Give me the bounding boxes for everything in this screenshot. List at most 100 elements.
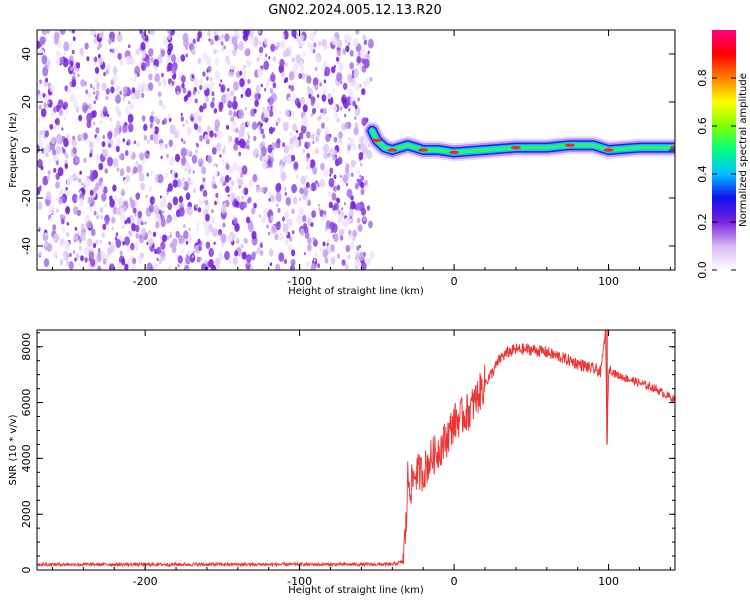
- noise-blob: [285, 62, 288, 67]
- noise-blob: [226, 87, 230, 92]
- noise-blob: [197, 158, 204, 168]
- noise-blob: [192, 38, 196, 44]
- noise-blob: [65, 187, 68, 191]
- noise-blob: [210, 216, 215, 224]
- noise-blob: [283, 186, 287, 192]
- noise-blob: [291, 154, 296, 162]
- colorbar-tick-label: 0.2: [696, 213, 709, 231]
- noise-blob: [214, 70, 221, 81]
- noise-blob: [349, 62, 355, 70]
- noise-blob: [99, 239, 103, 244]
- noise-blob: [137, 83, 140, 88]
- noise-blob: [259, 244, 263, 248]
- noise-blob: [269, 88, 274, 94]
- noise-blob: [281, 157, 285, 162]
- noise-blob: [96, 134, 101, 142]
- noise-blob: [185, 240, 189, 245]
- noise-blob: [95, 239, 99, 245]
- noise-blob: [104, 168, 108, 174]
- noise-blob: [314, 66, 318, 72]
- noise-blob: [260, 128, 264, 135]
- noise-blob: [75, 176, 79, 182]
- noise-blob: [323, 210, 327, 216]
- noise-blob: [251, 121, 258, 131]
- noise-blob: [79, 47, 84, 55]
- noise-blob: [116, 137, 121, 145]
- noise-blob: [62, 148, 66, 154]
- noise-blob: [88, 251, 95, 260]
- noise-blob: [178, 195, 184, 203]
- noise-blob: [130, 77, 133, 81]
- x-tick-label: -200: [133, 275, 158, 288]
- noise-blob: [37, 201, 43, 211]
- noise-blob: [331, 192, 337, 201]
- noise-blob: [298, 73, 303, 80]
- noise-blob: [355, 30, 360, 35]
- noise-blob: [150, 170, 153, 175]
- noise-blob: [97, 265, 102, 270]
- noise-blob: [112, 206, 118, 215]
- noise-blob: [338, 149, 342, 155]
- noise-blob: [47, 215, 51, 220]
- noise-blob: [171, 65, 177, 74]
- noise-blob: [101, 141, 106, 148]
- noise-blob: [232, 100, 236, 106]
- noise-blob: [353, 68, 360, 78]
- noise-blob: [53, 32, 60, 42]
- noise-blob: [191, 74, 195, 79]
- noise-blob: [248, 179, 254, 188]
- noise-blob: [214, 257, 221, 267]
- noise-blob: [166, 153, 169, 159]
- noise-blob: [368, 220, 373, 229]
- signal-peak: [565, 143, 575, 147]
- noise-blob: [161, 103, 166, 110]
- noise-blob: [93, 100, 96, 105]
- noise-blob: [75, 253, 80, 260]
- noise-blob: [346, 182, 349, 187]
- noise-blob: [209, 85, 213, 91]
- noise-blob: [155, 221, 160, 229]
- noise-blob: [123, 178, 128, 185]
- noise-blob: [112, 66, 118, 74]
- noise-blob: [156, 257, 159, 261]
- noise-blob: [63, 255, 66, 259]
- noise-blob: [188, 151, 193, 157]
- noise-blob: [143, 123, 148, 131]
- noise-blob: [307, 244, 312, 252]
- noise-blob: [310, 134, 315, 141]
- noise-blob: [87, 220, 93, 229]
- noise-blob: [323, 169, 329, 178]
- noise-blob: [183, 140, 186, 145]
- noise-blob: [336, 39, 343, 49]
- noise-blob: [75, 158, 79, 163]
- noise-blob: [129, 150, 133, 157]
- noise-blob: [298, 206, 304, 216]
- noise-blob: [279, 58, 285, 68]
- noise-blob: [185, 255, 191, 265]
- noise-blob: [363, 58, 370, 69]
- noise-blob: [197, 207, 202, 213]
- noise-blob: [243, 74, 247, 81]
- noise-blob: [180, 147, 187, 158]
- noise-blob: [103, 106, 108, 113]
- noise-blob: [198, 245, 202, 252]
- noise-blob: [316, 55, 321, 62]
- noise-blob: [361, 88, 366, 96]
- noise-blob: [222, 202, 227, 209]
- noise-blob: [100, 251, 106, 259]
- noise-blob: [343, 33, 350, 44]
- noise-blob: [341, 207, 344, 211]
- noise-blob: [272, 82, 277, 89]
- noise-blob: [331, 66, 336, 74]
- noise-blob: [310, 222, 314, 227]
- noise-blob: [129, 102, 134, 110]
- noise-blob: [251, 207, 256, 215]
- noise-blob: [169, 82, 173, 88]
- noise-blob: [78, 198, 84, 207]
- noise-blob: [168, 156, 175, 166]
- noise-blob: [181, 249, 184, 254]
- noise-blob: [314, 108, 317, 112]
- noise-blob: [162, 195, 167, 203]
- noise-blob: [115, 239, 122, 248]
- noise-blob: [275, 45, 279, 51]
